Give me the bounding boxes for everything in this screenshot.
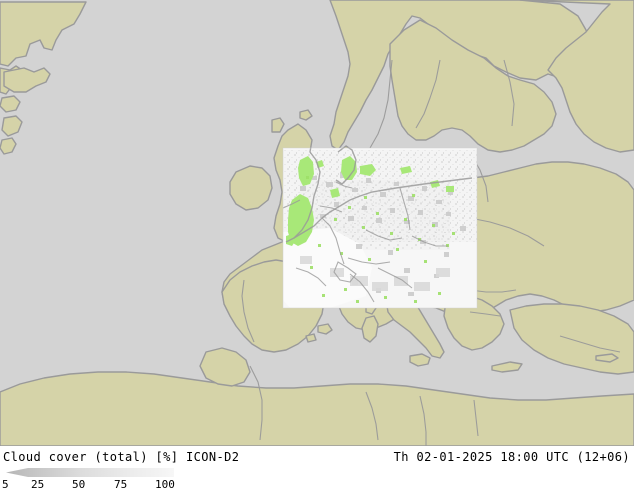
- colorbar-ticks: 5 25 50 75 100: [0, 478, 230, 490]
- land-iceland: [3, 67, 51, 93]
- colorbar-tick-100: 100: [155, 478, 175, 490]
- colorbar-tick-5: 5: [2, 478, 9, 490]
- land-small-isle-a: [0, 95, 21, 113]
- land-sardinia: [361, 315, 379, 343]
- land-orkney: [299, 109, 313, 121]
- colorbar-tick-25: 25: [31, 478, 45, 490]
- map-title: Cloud cover (total) [%] ICON-D2: [3, 450, 240, 464]
- border-ly-eg: [473, 399, 479, 437]
- clear-england: [288, 194, 314, 246]
- map-canvas[interactable]: [0, 0, 634, 446]
- border-se-no: [369, 59, 393, 149]
- colorbar-tick-75: 75: [114, 478, 128, 490]
- domain-borders-overlay: [283, 181, 448, 303]
- clear-denmark: [341, 156, 357, 180]
- land-small-isle-b: [1, 115, 23, 137]
- land-hebrides: [271, 117, 285, 133]
- clear-zealand: [360, 164, 376, 176]
- land-balearics: [317, 323, 333, 335]
- map-graphic: [0, 0, 634, 446]
- land-morocco: [199, 347, 251, 387]
- land-sicily: [409, 353, 431, 367]
- border-bg-gr: [469, 311, 501, 317]
- cloud-overcast-france: [283, 228, 372, 308]
- colorbar-graphic: [6, 468, 174, 477]
- land-ireland: [229, 165, 273, 211]
- clear-cell-b: [330, 188, 340, 198]
- map-datetime: Th 02-01-2025 18:00 UTC (12+06): [393, 450, 630, 464]
- land-russia-nw: [519, 0, 634, 153]
- clear-sky-patches: [286, 156, 454, 246]
- border-fi-se: [415, 59, 441, 129]
- colorbar: [4, 467, 174, 478]
- border-pt-es: [241, 279, 255, 343]
- land-cyprus: [595, 353, 619, 363]
- land-small-isle-c: [0, 137, 17, 155]
- icon-d2-cloud-field: [283, 148, 477, 308]
- clear-scotland-east: [298, 156, 314, 186]
- clear-cell-c: [400, 166, 412, 174]
- land-greenland-se: [0, 1, 87, 67]
- border-dz-ly: [419, 395, 427, 446]
- land-sweden-finland: [389, 19, 557, 153]
- land-north-africa: [0, 371, 634, 446]
- border-dz-tn: [365, 391, 379, 441]
- land-ibiza: [305, 333, 317, 343]
- domain-coastlines-overlay: [285, 148, 473, 243]
- border-dz-ma: [249, 365, 263, 441]
- colorbar-wedge: [6, 468, 174, 477]
- colorbar-tick-50: 50: [72, 478, 86, 490]
- border-ua: [469, 217, 545, 247]
- border-ro-bg: [469, 289, 517, 293]
- clear-cell-e: [446, 186, 454, 192]
- border-fi-ru: [503, 59, 515, 127]
- model-domain-outline: [282, 147, 478, 309]
- land-crete: [491, 361, 523, 373]
- border-tr-sy: [559, 335, 621, 353]
- map-footer: Cloud cover (total) [%] ICON-D2 Th 02-01…: [0, 446, 634, 490]
